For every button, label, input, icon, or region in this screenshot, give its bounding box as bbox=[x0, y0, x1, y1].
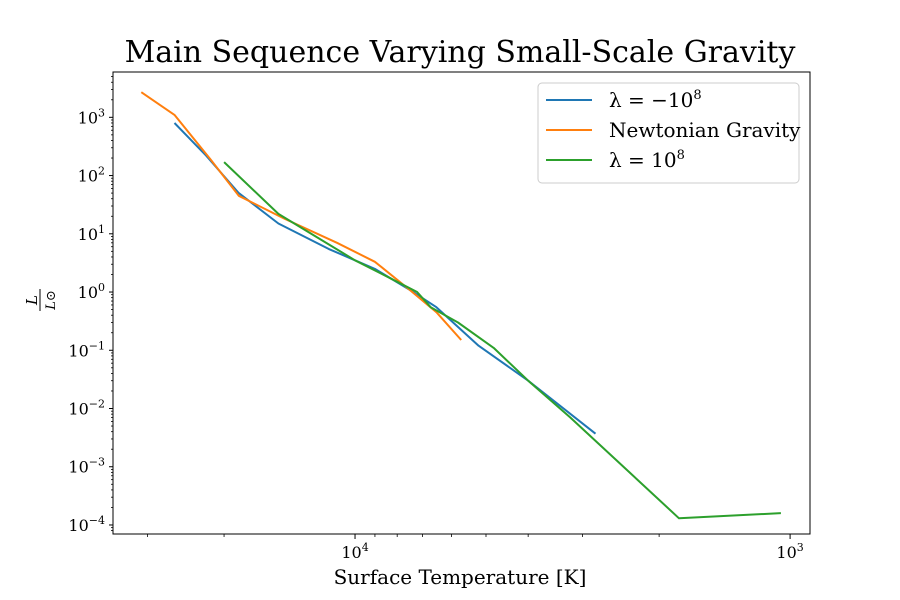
chart-title: Main Sequence Varying Small-Scale Gravit… bbox=[125, 35, 796, 70]
x-tick-label: 104 bbox=[341, 541, 368, 562]
plot-frame bbox=[112, 71, 811, 535]
y-tick-label: 10−3 bbox=[68, 456, 105, 477]
y-axis-label-numerator: L bbox=[23, 295, 41, 306]
legend-box bbox=[537, 82, 800, 184]
x-axis: 104 103 bbox=[147, 534, 804, 562]
y-tick-label: 10−1 bbox=[68, 339, 105, 360]
series-line-2 bbox=[140, 91, 462, 341]
series-line-3 bbox=[223, 161, 781, 520]
plot-area bbox=[140, 91, 781, 520]
y-tick-label: 100 bbox=[78, 281, 105, 302]
y-tick-label: 102 bbox=[78, 165, 105, 186]
x-tick-label: 103 bbox=[776, 541, 803, 562]
legend-label-3: λ = 108 bbox=[609, 148, 685, 172]
legend-label-2: Newtonian Gravity bbox=[609, 118, 801, 142]
y-axis-label: L L⊙ bbox=[23, 289, 59, 311]
x-axis-label: Surface Temperature [K] bbox=[334, 565, 587, 589]
y-axis: 103 102 101 100 10−1 10−2 10−3 10−4 bbox=[68, 76, 113, 535]
legend-label-1: λ = −108 bbox=[609, 88, 702, 112]
y-tick-label: 103 bbox=[78, 106, 105, 127]
y-tick-label: 10−4 bbox=[68, 514, 105, 535]
y-tick-label: 10−2 bbox=[68, 398, 105, 419]
series-line-1 bbox=[173, 122, 597, 435]
y-axis-label-denominator: L⊙ bbox=[44, 290, 59, 311]
y-tick-label: 101 bbox=[78, 223, 105, 244]
legend: λ = −108 Newtonian Gravity λ = 108 bbox=[537, 82, 801, 184]
